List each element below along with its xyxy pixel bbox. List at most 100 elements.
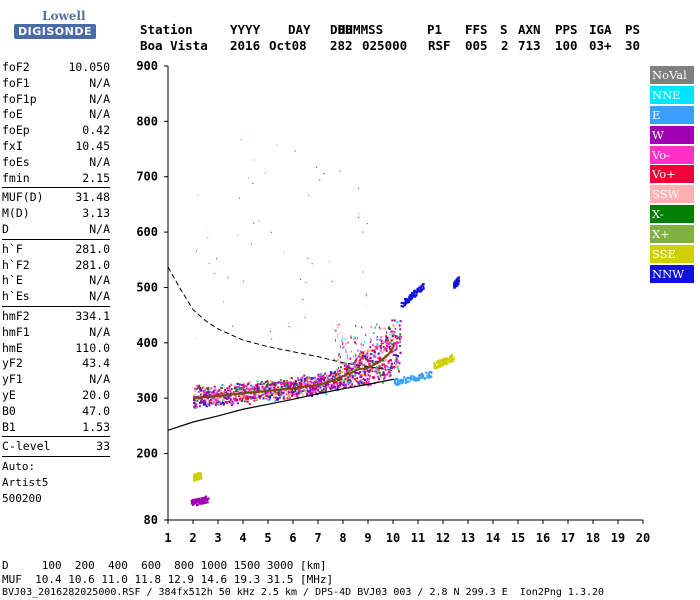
echo-point xyxy=(369,375,372,378)
echo-point xyxy=(312,381,315,384)
echo-point-cluster xyxy=(409,377,412,380)
echo-point xyxy=(389,341,392,344)
echo-point xyxy=(337,334,339,337)
echo-point xyxy=(335,376,338,379)
echo-point-cluster xyxy=(415,294,418,297)
echo-point xyxy=(209,399,212,402)
echo-point xyxy=(326,376,329,379)
echo-point xyxy=(371,359,374,362)
echo-point xyxy=(333,358,335,361)
echo-point xyxy=(320,380,323,383)
echo-point xyxy=(317,389,320,392)
echo-point xyxy=(235,398,238,401)
echo-point xyxy=(332,375,335,378)
echo-point-cluster xyxy=(404,301,407,304)
echo-point xyxy=(381,366,384,369)
echo-point xyxy=(378,365,381,368)
echo-point xyxy=(199,401,202,404)
echo-point-cluster xyxy=(411,297,414,300)
echo-point xyxy=(221,401,224,404)
echo-point xyxy=(266,393,269,396)
header-value-7: 2 xyxy=(501,38,509,53)
echo-point xyxy=(300,382,303,385)
echo-point xyxy=(356,366,359,369)
echo-point xyxy=(241,387,244,390)
echo-point xyxy=(202,403,205,406)
echo-point-cluster xyxy=(402,302,405,305)
echo-point xyxy=(321,377,324,380)
echo-point xyxy=(399,333,402,336)
echo-point xyxy=(270,380,273,383)
echo-point xyxy=(265,397,268,400)
echo-point xyxy=(325,378,328,381)
echo-point-cluster xyxy=(199,502,202,505)
echo-point xyxy=(360,381,363,384)
echo-point xyxy=(222,391,225,394)
echo-point-cluster xyxy=(197,478,200,481)
echo-point xyxy=(331,386,334,389)
echo-point xyxy=(331,280,333,282)
echo-point xyxy=(247,396,250,399)
param-row: C-level 33 xyxy=(2,439,110,455)
param-row: foF1p N/A xyxy=(2,92,110,108)
x-tick-label: 5 xyxy=(264,531,271,545)
echo-point xyxy=(288,391,291,394)
echo-point xyxy=(395,347,398,350)
echo-point xyxy=(391,335,394,338)
echo-point xyxy=(343,364,346,367)
echo-point-cluster xyxy=(437,360,440,363)
echo-point xyxy=(360,347,362,350)
echo-point xyxy=(387,337,389,340)
echo-point xyxy=(355,365,358,368)
echo-point xyxy=(283,379,286,382)
header-label-7: S xyxy=(500,22,508,37)
echo-point xyxy=(366,368,369,371)
echo-point xyxy=(367,384,370,387)
echo-point xyxy=(195,387,198,390)
echo-point xyxy=(213,272,215,274)
echo-point xyxy=(293,381,296,384)
echo-point xyxy=(227,389,230,392)
echo-point xyxy=(377,357,380,360)
echo-point xyxy=(339,371,342,374)
param-name: h`E xyxy=(2,273,23,288)
echo-point xyxy=(193,406,196,409)
echo-point xyxy=(313,388,316,391)
param-separator xyxy=(2,238,110,240)
echo-point xyxy=(292,393,295,396)
echo-point xyxy=(384,364,387,367)
echo-point xyxy=(359,375,362,378)
echo-point xyxy=(193,405,196,408)
param-value: 3.13 xyxy=(82,206,110,221)
echo-point xyxy=(365,381,368,384)
echo-point xyxy=(232,325,234,327)
echo-point-cluster xyxy=(430,371,433,374)
echo-point xyxy=(262,386,265,389)
echo-point xyxy=(388,375,391,378)
echo-point-cluster xyxy=(418,378,421,381)
echo-point-cluster xyxy=(409,294,412,297)
echo-point xyxy=(375,369,378,372)
echo-point-cluster xyxy=(190,502,193,505)
param-name: fxI xyxy=(2,138,23,153)
header-label-1: YYYY xyxy=(230,22,261,37)
param-name: C-level xyxy=(2,439,51,454)
echo-point xyxy=(387,326,390,329)
echo-point xyxy=(337,385,340,388)
echo-point xyxy=(361,364,364,367)
echo-point xyxy=(387,362,390,365)
header-value-0: Boa Vista xyxy=(140,38,208,53)
echo-point xyxy=(373,354,376,357)
x-tick-label: 7 xyxy=(314,531,321,545)
echo-point xyxy=(304,390,307,393)
echo-point xyxy=(378,326,380,329)
echo-point xyxy=(241,395,244,398)
echo-point xyxy=(367,380,370,383)
x-tick-label: 9 xyxy=(364,531,371,545)
echo-point xyxy=(366,377,369,380)
echo-point xyxy=(295,392,298,395)
echo-point xyxy=(256,380,259,383)
echo-point xyxy=(387,341,390,344)
param-name: hmE xyxy=(2,340,23,355)
echo-point xyxy=(353,337,355,340)
